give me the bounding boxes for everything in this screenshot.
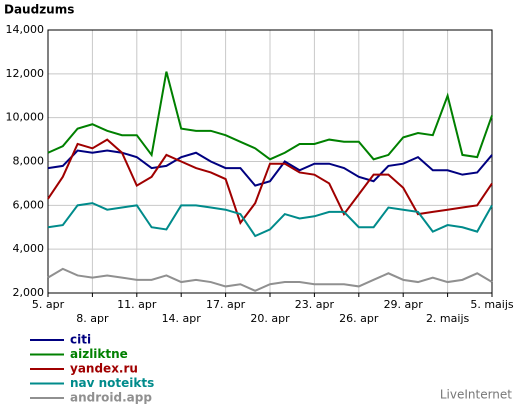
x-tick-label: 8. apr <box>76 312 109 325</box>
watermark: LiveInternet <box>440 388 512 402</box>
y-tick-label: 14,000 <box>6 23 45 36</box>
y-tick-label: 8,000 <box>13 155 45 168</box>
series-line <box>47 71 493 161</box>
x-tick-label: 23. apr <box>295 298 335 311</box>
y-tick-label: 4,000 <box>13 242 45 255</box>
series-line <box>47 138 493 225</box>
series-line <box>47 202 493 238</box>
series-line <box>47 267 493 292</box>
legend-label: android.app <box>70 391 152 405</box>
legend-label: nav noteikts <box>70 376 154 390</box>
legend-label: yandex.ru <box>70 362 138 376</box>
y-tick-label: 10,000 <box>6 111 45 124</box>
x-tick-label: 14. apr <box>162 312 202 325</box>
y-tick-label: 6,000 <box>13 198 45 211</box>
x-tick-label: 11. apr <box>117 298 157 311</box>
x-tick-label: 20. apr <box>250 312 290 325</box>
plot-frame <box>47 29 493 294</box>
chart-title: Daudzums <box>4 3 74 17</box>
x-tick-label: 5. apr <box>32 298 65 311</box>
x-tick-label: 5. maijs <box>470 298 514 311</box>
y-tick-label: 12,000 <box>6 67 45 80</box>
x-tick-label: 29. apr <box>384 298 424 311</box>
y-tick-label: 2,000 <box>13 286 45 299</box>
x-tick-label: 17. apr <box>206 298 246 311</box>
x-tick-label: 2. maijs <box>426 312 470 325</box>
x-tick-label: 26. apr <box>339 312 379 325</box>
legend-label: citi <box>70 333 91 347</box>
legend-label: aizliktne <box>70 347 128 361</box>
